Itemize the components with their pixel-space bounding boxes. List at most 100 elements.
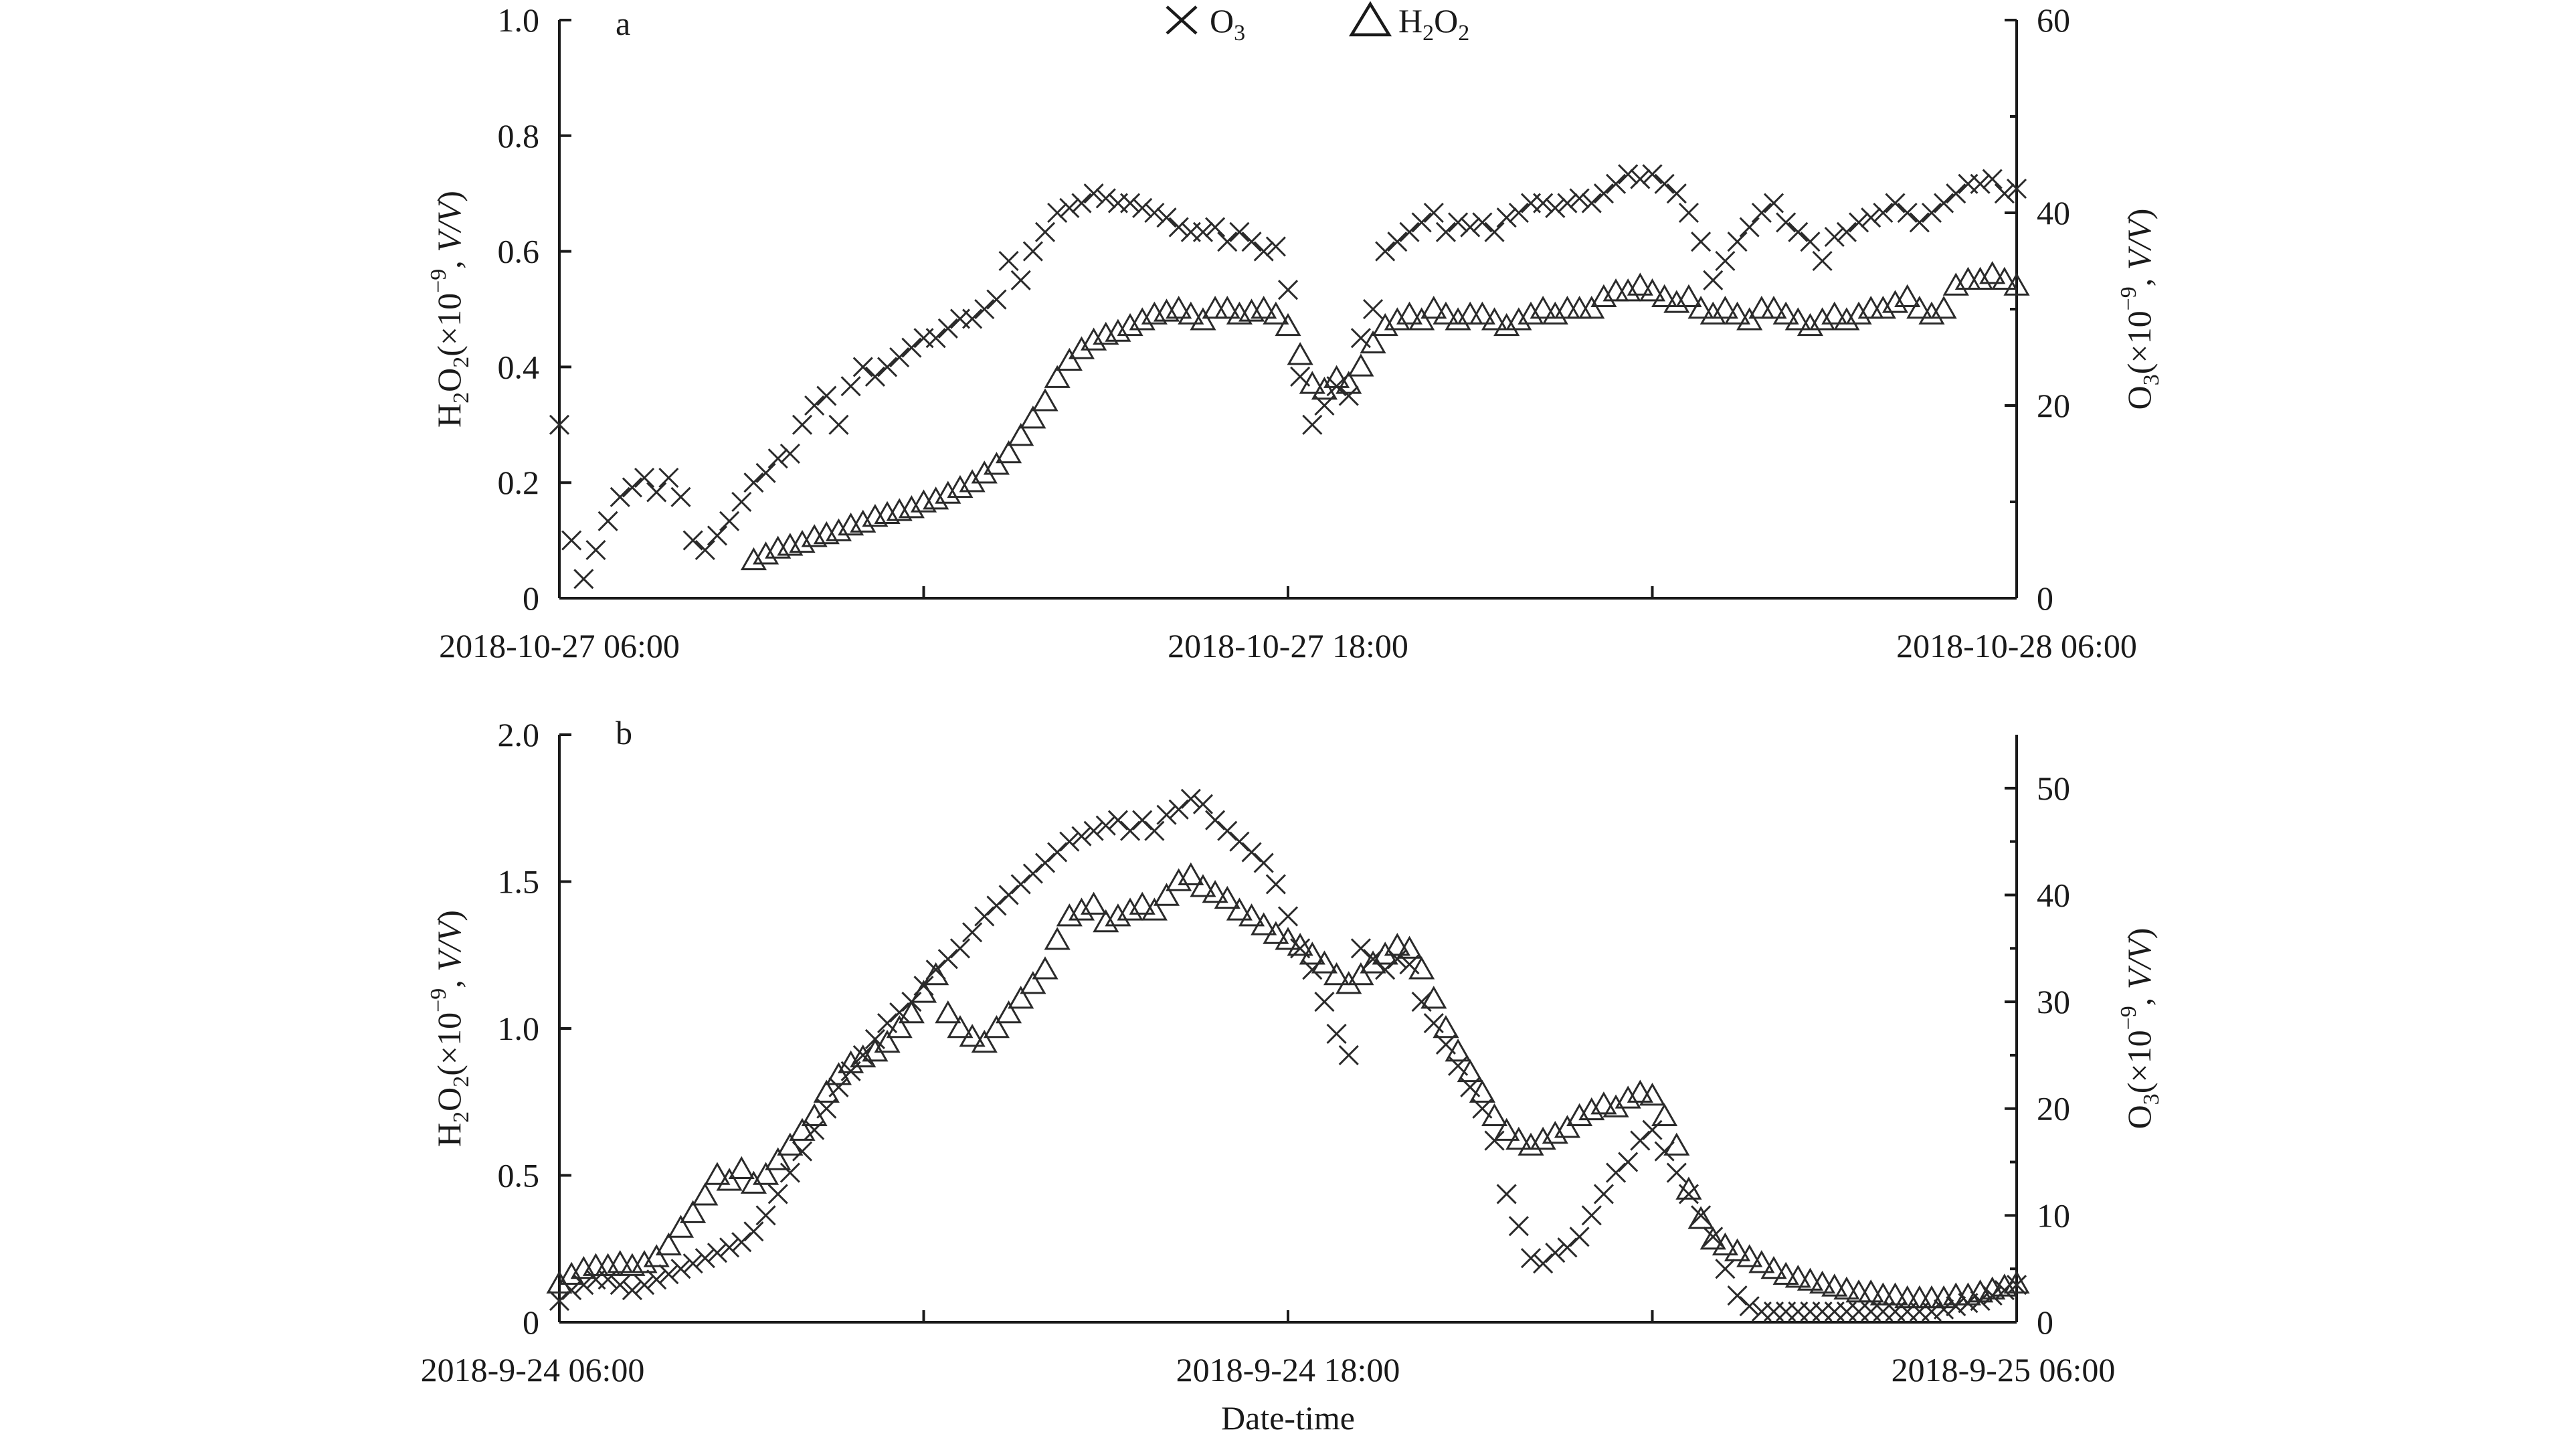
- o3-point: [1144, 202, 1165, 223]
- h2o2-point: [1869, 295, 1896, 319]
- h2o2-point: [1627, 272, 1653, 296]
- h2o2-point: [1287, 342, 1313, 365]
- h2o2-point: [935, 480, 961, 504]
- h2o2-point: [1093, 909, 1119, 933]
- h2o2-point: [1724, 301, 1751, 325]
- h2o2-point: [2003, 1270, 2030, 1294]
- o3-point: [1788, 221, 1809, 242]
- h2o2-point: [1530, 295, 1556, 319]
- h2o2-point: [1821, 1273, 1848, 1297]
- o3-point: [610, 486, 630, 507]
- right-y-tick-label: 50: [2037, 770, 2070, 807]
- h2o2-point: [1190, 874, 1216, 897]
- o3-point: [767, 448, 788, 469]
- o3-point: [1666, 1162, 1687, 1183]
- o3-point: [1533, 1253, 1554, 1274]
- h2o2-point: [1724, 1238, 1751, 1261]
- o3-point: [1448, 212, 1469, 233]
- o3-point: [852, 357, 873, 377]
- o3-point: [1593, 183, 1614, 204]
- h2o2-point: [1433, 1014, 1459, 1039]
- h2o2-point: [1299, 941, 1325, 965]
- right-y-tick-label: 0: [2037, 1304, 2053, 1341]
- h2o2-point: [1772, 1261, 1799, 1285]
- o3-point: [2006, 1275, 2027, 1295]
- h2o2-point: [631, 1250, 658, 1273]
- o3-point: [1022, 241, 1043, 262]
- h2o2-point: [1008, 986, 1034, 1009]
- h2o2-point: [1966, 266, 1994, 290]
- h2o2-point: [1687, 295, 1714, 319]
- o3-point: [1095, 815, 1116, 836]
- h2o2-point: [1469, 1079, 1495, 1103]
- h2o2-point: [1675, 1176, 1702, 1200]
- o3-point: [1423, 1012, 1444, 1034]
- o3-point: [755, 1205, 776, 1226]
- h2o2-point: [1129, 307, 1156, 331]
- h2o2-point: [692, 1182, 719, 1206]
- o3-point: [1994, 183, 2015, 204]
- o3-point: [1496, 1184, 1517, 1204]
- o3-point: [840, 376, 861, 397]
- o3-point: [1946, 1295, 1966, 1317]
- h2o2-point: [1068, 897, 1095, 921]
- o3-point: [634, 467, 655, 488]
- h2o2-point: [1178, 301, 1204, 325]
- o3-point: [779, 443, 800, 464]
- x-axis-title: Date-time: [1221, 1399, 1355, 1436]
- h2o2-point: [1408, 956, 1435, 980]
- h2o2-point: [1396, 301, 1423, 325]
- o3-point: [1642, 164, 1663, 185]
- o3-point: [877, 357, 898, 377]
- h2o2-point: [1857, 295, 1884, 319]
- o3-point: [719, 1237, 740, 1258]
- o3-point: [1059, 197, 1080, 218]
- h2o2-point: [850, 509, 877, 533]
- o3-point: [1375, 241, 1396, 262]
- h2o2-point: [1821, 301, 1848, 325]
- panel-a-marks: [549, 164, 2030, 590]
- h2o2-point: [995, 440, 1022, 464]
- h2o2-point: [898, 495, 925, 519]
- h2o2-point: [1323, 365, 1350, 388]
- o3-point: [1800, 232, 1821, 252]
- o3-point: [1119, 820, 1141, 841]
- h2o2-point: [1979, 261, 2006, 284]
- o3-point: [1132, 810, 1153, 830]
- h2o2-point: [1396, 935, 1423, 959]
- h2o2-point: [1639, 278, 1666, 302]
- h2o2-point: [1408, 307, 1435, 331]
- h2o2-point: [1251, 295, 1277, 319]
- h2o2-point: [1117, 897, 1143, 921]
- h2o2-point: [1505, 1126, 1532, 1150]
- h2o2-point: [1797, 1267, 1824, 1291]
- o3-point: [1265, 874, 1286, 895]
- o3-point: [755, 462, 776, 483]
- o3-point: [889, 347, 910, 368]
- o3-point: [1921, 202, 1942, 223]
- o3-point: [986, 895, 1007, 916]
- o3-point: [1848, 212, 1869, 233]
- o3-point: [1205, 810, 1226, 830]
- h2o2-point: [667, 1215, 695, 1238]
- o3-point: [1205, 217, 1226, 238]
- left-y-tick-label: 0: [523, 1304, 539, 1341]
- h2o2-point: [1445, 307, 1471, 331]
- o3-point: [1302, 414, 1323, 435]
- o3-point: [1253, 852, 1274, 873]
- o3-point: [1751, 202, 1772, 223]
- o3-point: [1873, 202, 1894, 223]
- o3-point: [573, 569, 594, 590]
- h2o2-point: [813, 1079, 840, 1103]
- h2o2-point: [1044, 365, 1071, 388]
- h2o2-point: [1263, 301, 1289, 325]
- panel-b-left-axis-title: H2O2(×10−9, V/V): [426, 910, 474, 1147]
- o3-point: [877, 1012, 898, 1034]
- h2o2-point: [983, 1014, 1010, 1039]
- h2o2-point: [1166, 868, 1192, 891]
- o3-point: [937, 318, 958, 339]
- o3-point: [1034, 852, 1056, 873]
- o3-point: [1362, 298, 1384, 320]
- o3-point: [597, 511, 618, 531]
- h2o2-point: [1457, 1059, 1483, 1083]
